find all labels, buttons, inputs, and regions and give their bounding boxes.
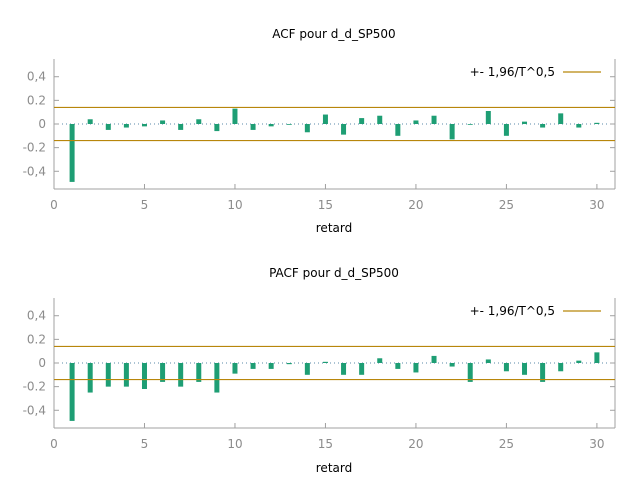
pacf-bar [196, 363, 202, 382]
acf-bar [250, 124, 256, 130]
acf-bar [522, 121, 528, 124]
pacf-bar [286, 363, 292, 365]
pacf-bar [268, 363, 274, 369]
acf-bar [413, 120, 419, 124]
pacf-bar [250, 363, 256, 369]
acf-x-tick-label: 25 [499, 198, 514, 212]
acf-bar [467, 124, 473, 125]
pacf-x-tick-label: 0 [50, 437, 58, 451]
acf-x-tick-label: 5 [141, 198, 149, 212]
pacf-bar [105, 363, 111, 387]
acf-y-tick-label: -0,4 [23, 164, 46, 178]
pacf-bar [449, 363, 455, 367]
pacf-bar [413, 363, 419, 373]
acf-y-tick-label: 0.2 [27, 93, 46, 107]
acf-bar [431, 115, 437, 124]
acf-bar [377, 115, 383, 124]
acf-bar [123, 124, 129, 128]
acf-legend-label: +- 1,96/T^0,5 [470, 65, 555, 79]
pacf-bar [467, 363, 473, 382]
pacf-bar [141, 363, 147, 389]
pacf-bar [178, 363, 184, 387]
acf-x-axis-label: retard [316, 221, 352, 235]
pacf-bar [540, 363, 546, 382]
acf-bar [105, 124, 111, 130]
acf-x-tick-label: 30 [589, 198, 604, 212]
pacf-x-tick-label: 10 [227, 437, 242, 451]
pacf-x-tick-label: 30 [589, 437, 604, 451]
acf-bar [232, 108, 238, 124]
acf-bar [69, 124, 75, 182]
pacf-bar [214, 363, 220, 393]
pacf-bar [232, 363, 238, 374]
acf-bar [485, 111, 491, 124]
pacf-bar [341, 363, 347, 375]
pacf-x-tick-label: 15 [318, 437, 333, 451]
pacf-bar [522, 363, 528, 375]
acf-y-tick-label: -0.2 [23, 141, 46, 155]
pacf-bar [431, 355, 437, 363]
acf-bar [268, 124, 274, 127]
pacf-bar [160, 363, 166, 382]
pacf-bar [69, 363, 75, 421]
pacf-bar [503, 363, 509, 372]
acf-y-tick-label: 0,4 [27, 70, 46, 84]
acf-bar [178, 124, 184, 130]
acf-x-tick-label: 0 [50, 198, 58, 212]
pacf-bar [87, 363, 93, 393]
acf-bar [286, 124, 292, 125]
pacf-x-axis-label: retard [316, 461, 352, 475]
acf-bar [449, 124, 455, 140]
acf-x-tick-label: 20 [408, 198, 423, 212]
acf-bar [341, 124, 347, 135]
pacf-bar [123, 363, 129, 387]
acf-bar [322, 114, 328, 124]
pacf-bar [558, 363, 564, 372]
acf-bar [87, 119, 93, 124]
acf-bar [576, 124, 582, 128]
pacf-bar [576, 360, 582, 363]
pacf-x-tick-label: 5 [141, 437, 149, 451]
pacf-y-tick-label: 0,4 [27, 309, 46, 323]
pacf-bar [322, 361, 328, 363]
pacf-x-tick-label: 20 [408, 437, 423, 451]
pacf-y-tick-label: 0.2 [27, 332, 46, 346]
pacf-bar [359, 363, 365, 375]
acf-bar [304, 124, 310, 133]
pacf-chart-title: PACF pour d_d_SP500 [269, 266, 399, 280]
pacf-x-tick-label: 25 [499, 437, 514, 451]
pacf-bar [304, 363, 310, 375]
pacf-legend-label: +- 1,96/T^0,5 [470, 304, 555, 318]
acf-y-tick-label: 0 [38, 117, 46, 131]
acf-bar [503, 124, 509, 136]
acf-bar [594, 122, 600, 124]
pacf-bar [594, 352, 600, 363]
acf-x-tick-label: 10 [227, 198, 242, 212]
acf-bar [359, 118, 365, 124]
pacf-y-tick-label: 0 [38, 356, 46, 370]
acf-bar [160, 120, 166, 124]
acf-bar [214, 124, 220, 132]
pacf-bar [485, 359, 491, 363]
acf-bar [395, 124, 401, 136]
acf-bar [141, 124, 147, 127]
acf-x-tick-label: 15 [318, 198, 333, 212]
acf-bar [558, 113, 564, 124]
pacf-y-tick-label: -0.2 [23, 380, 46, 394]
acf-bar [540, 124, 546, 128]
pacf-y-tick-label: -0,4 [23, 403, 46, 417]
pacf-bar [395, 363, 401, 369]
acf-bar [196, 119, 202, 124]
acf-chart-title: ACF pour d_d_SP500 [272, 27, 395, 41]
pacf-bar [377, 358, 383, 363]
